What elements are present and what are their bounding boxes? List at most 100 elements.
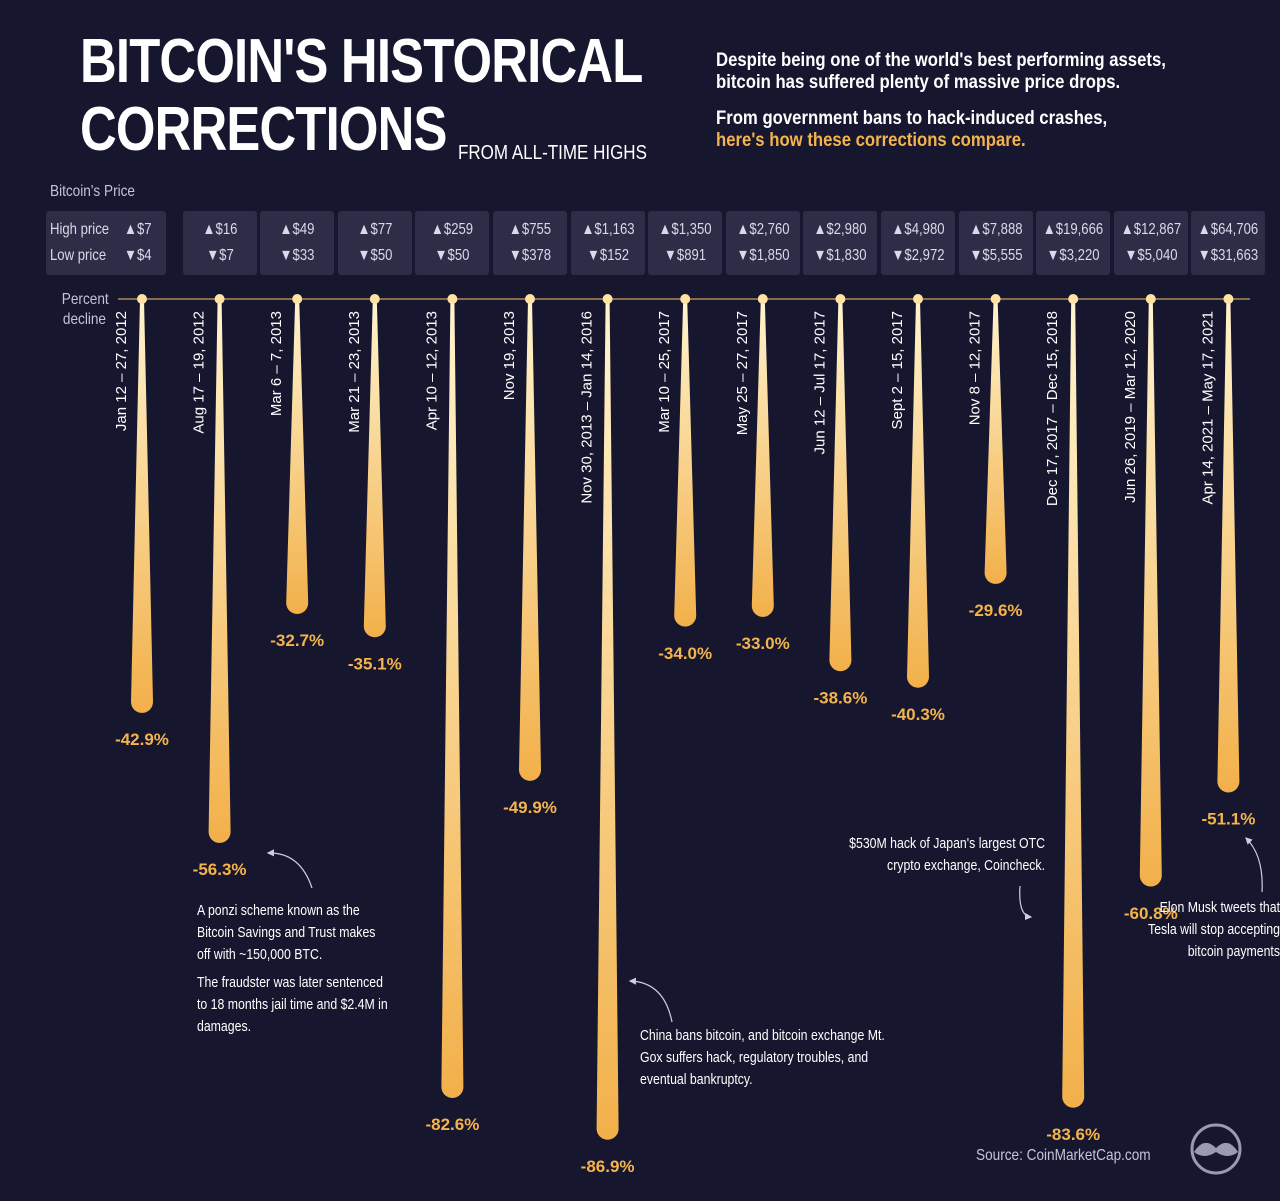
title-line-2: CORRECTIONS [80,95,447,164]
low-price: ▼$7 [205,247,234,264]
value-label: -83.6% [1046,1125,1100,1144]
date-label: Dec 17, 2017 – Dec 15, 2018 [1044,311,1061,506]
decline-bar [208,299,231,843]
decline-bar [596,299,619,1140]
baseline-dot [913,294,923,304]
price-box: ▲$259 ▼$50 [415,211,490,275]
low-price: ▼$31,663 [1198,247,1259,264]
date-label: Nov 19, 2013 [501,311,518,400]
value-label: -82.6% [425,1115,479,1134]
baseline-dot [214,294,225,304]
value-label: -32.7% [270,631,324,650]
decline-bar [441,299,464,1099]
low-price: ▼$50 [434,247,470,264]
coincheck-text: $530M hack of Japan's largest OTC crypto… [849,835,1045,874]
title-line-1: BITCOIN'S HISTORICAL [80,27,643,96]
high-price: ▲$64,706 [1198,221,1259,238]
low-price: ▼$378 [508,247,552,264]
baseline-dot [1223,294,1234,304]
ponzi-annotation: A ponzi scheme known as the Bitcoin Savi… [197,900,390,1044]
pct-caption-line-1: Percent [61,291,109,308]
value-label: -51.1% [1201,810,1255,829]
price-box: ▲$19,666 ▼$3,220 [1036,211,1111,275]
price-box: ▲$12,867 ▼$5,040 [1113,211,1188,275]
china-text: China bans bitcoin, and bitcoin exchange… [640,1027,885,1088]
price-box: ▲$2,980 ▼$1,830 [803,211,878,275]
visual-capitalist-logo [1190,1123,1242,1175]
baseline-dot [292,294,303,304]
high-price: ▲$4,980 [891,221,945,238]
page-title: BITCOIN'S HISTORICAL CORRECTIONS [80,27,643,164]
intro-paragraph-2: From government bans to hack-induced cra… [716,108,1209,152]
low-price: ▼$5,555 [969,247,1023,264]
price-box: ▲$1,163 ▼$152 [570,211,645,275]
intro-text: Despite being one of the world's best pe… [716,50,1209,166]
high-price: ▲$2,760 [736,221,790,238]
date-label: Jun 26, 2019 – Mar 12, 2020 [1122,311,1139,503]
baseline-dot [447,294,458,304]
date-label: Aug 17 – 19, 2012 [191,311,208,434]
baseline-dot [835,294,846,304]
value-label: -29.6% [969,601,1023,620]
title-suffix: FROM ALL-TIME HIGHS [458,142,647,164]
baseline-dot [680,294,691,304]
price-box: ▲$4,980 ▼$2,972 [881,211,955,275]
decline-bar [1062,299,1085,1108]
low-price: ▼$1,830 [813,247,867,264]
value-label: -86.9% [581,1157,635,1176]
value-label: -33.0% [736,634,790,653]
low-price: ▼$50 [357,247,393,264]
value-label: -42.9% [115,730,169,749]
intro-paragraph-2b: here's how these corrections compare. [716,130,1026,151]
decline-bar [984,299,1007,584]
date-label: Nov 8 – 12, 2017 [967,311,984,425]
baseline-dot [137,294,147,304]
value-label: -34.0% [658,644,712,663]
china-annotation: China bans bitcoin, and bitcoin exchange… [640,1025,902,1097]
baseline-dot [1145,294,1156,304]
low-price: ▼$4 [124,247,152,264]
value-label: -49.9% [503,798,557,817]
high-price: ▲$49 [279,221,315,238]
price-box: ▲$1,350 ▼$891 [648,211,723,275]
price-box: ▲$64,706 ▼$31,663 [1191,211,1266,275]
baseline-dot [525,294,535,304]
low-price: ▼$891 [664,247,707,264]
ponzi-arrow [266,849,313,889]
intro-paragraph-2a: From government bans to hack-induced cra… [716,108,1108,129]
decline-bar [674,299,697,627]
elon-arrow [1245,837,1263,893]
date-label: Mar 10 – 25, 2017 [656,311,673,433]
decline-bar [519,299,541,781]
date-label: Apr 10 – 12, 2013 [423,311,440,430]
date-label: Jun 12 – Jul 17, 2017 [811,311,828,454]
high-price: ▲$7 [124,221,152,238]
high-price: ▲$16 [202,221,238,238]
price-box: ▲$49 ▼$33 [260,211,335,275]
coincheck-arrow [1019,885,1033,921]
price-box: ▲$77 ▼$50 [337,211,412,275]
value-label: -38.6% [813,688,867,707]
decline-bar [907,299,929,688]
high-price: ▲$1,163 [581,221,635,238]
source-note: Source: CoinMarketCap.com [976,1147,1151,1164]
ponzi-paragraph-1: A ponzi scheme known as the Bitcoin Savi… [197,902,376,963]
baseline-dot [990,294,1001,304]
date-label: Nov 30, 2013 – Jan 14, 2016 [579,311,596,504]
intro-paragraph-1: Despite being one of the world's best pe… [716,50,1166,93]
price-box: ▲$755 ▼$378 [493,211,567,275]
price-caption: Bitcoin's Price [50,183,135,200]
low-price: ▼$33 [279,247,315,264]
coincheck-annotation: $530M hack of Japan's largest OTC crypto… [824,833,1045,883]
date-label: Jan 12 – 27, 2012 [113,311,130,431]
low-price: ▼$2,972 [891,247,945,264]
decline-bar [286,299,309,614]
price-row: High price Low price ▲$7 ▼$4 ▲$16 ▼$7 ▲$49 ▼$… [0,211,1280,275]
price-box: ▲$2,760 ▼$1,850 [725,211,800,275]
baseline-dot [602,294,613,304]
baseline-dot [757,294,768,304]
high-price: ▲$1,350 [658,221,712,238]
elon-annotation: Elon Musk tweets that Tesla will stop ac… [1145,897,1280,969]
decline-bar [131,299,153,713]
decline-bar [751,299,774,617]
